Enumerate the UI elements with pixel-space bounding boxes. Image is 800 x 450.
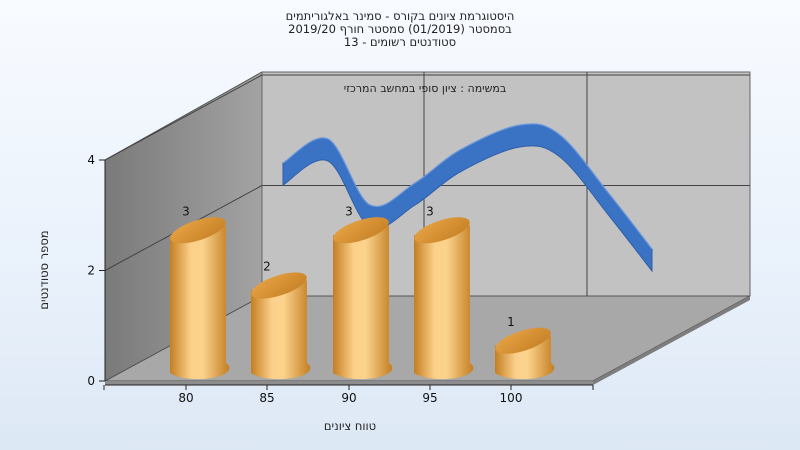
y-tick-label: 0: [87, 374, 95, 388]
x-tick-label: 80: [178, 391, 193, 405]
bars-layer: 3 2 3 3 1: [170, 204, 555, 380]
histogram-bar: [495, 327, 555, 380]
y-axis-label: מספר סטודנטים: [37, 230, 51, 310]
bar-cap: [170, 217, 226, 244]
trend-curve-highlight: [282, 123, 653, 250]
bar-body: [414, 225, 474, 380]
floor-side-edge: [593, 296, 750, 385]
title-line-2: בסמסטר (01/2019) סמסטר חורף 2019/20: [288, 22, 512, 36]
chart-title: היסטוגרמת ציונים בקורס - סמינר באלגוריתמ…: [0, 10, 800, 49]
bar-cap: [495, 327, 551, 354]
trend-curve-layer: [282, 123, 653, 273]
title-line-3: סטודנטים רשומים - 13: [343, 35, 457, 49]
histogram-bar: [251, 272, 311, 380]
x-axis-label: טווח ציונים: [323, 419, 377, 433]
y-tick-label: 4: [87, 153, 95, 167]
bar-body: [251, 280, 311, 380]
axes: 0 2 4 80 85 90 95 100: [87, 153, 594, 405]
histogram-bar: [170, 217, 230, 380]
x-tick-label: 95: [422, 391, 437, 405]
bar-cap: [251, 272, 307, 299]
bar-value-label: 3: [182, 204, 190, 218]
bar-body: [170, 225, 230, 380]
floor-front-edge: [105, 381, 593, 385]
bar-value-label: 2: [263, 260, 271, 274]
y-tick-label: 2: [87, 264, 95, 278]
title-line-1: היסטוגרמת ציונים בקורס - סמינר באלגוריתמ…: [285, 9, 515, 23]
y-gridline-side: [104, 74, 263, 161]
bar-value-label: 3: [426, 204, 434, 218]
bar-body: [333, 225, 393, 380]
x-tick-label: 100: [500, 391, 523, 405]
bar-cap: [333, 217, 389, 244]
bar-value-label: 3: [345, 204, 353, 218]
histogram-bar: [414, 217, 474, 380]
chart-subtitle: במשימה : ציון סופי במחשב המרכזי: [343, 82, 507, 95]
x-tick-label: 90: [341, 391, 356, 405]
bar-value-label: 1: [507, 315, 515, 329]
x-tick-label: 85: [259, 391, 274, 405]
bar-cap: [414, 217, 470, 244]
histogram-bar: [333, 217, 393, 380]
